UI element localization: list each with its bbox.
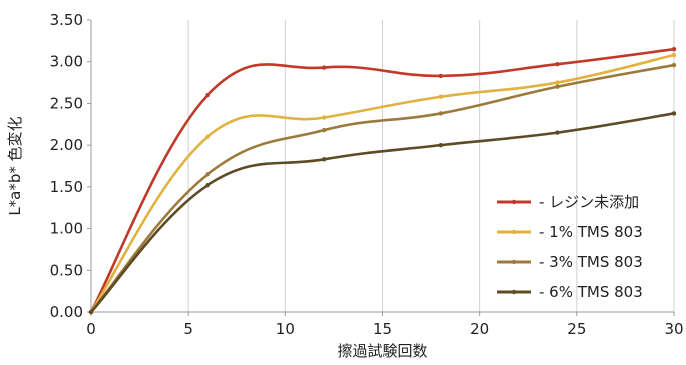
x-tick-label: 5 [183, 320, 193, 338]
data-point [322, 115, 327, 120]
data-point [438, 111, 443, 116]
x-tick-label: 0 [86, 320, 96, 338]
data-point [671, 62, 677, 68]
data-point [438, 73, 443, 79]
legend-marker [511, 229, 517, 235]
legend-item: - 3% TMS 803 [497, 253, 643, 271]
data-point [438, 94, 443, 99]
data-point [555, 62, 560, 67]
legend-label: - 6% TMS 803 [539, 283, 643, 301]
data-point [671, 52, 677, 58]
x-axis-title: 擦過試験回数 [337, 342, 427, 360]
data-point [205, 92, 210, 98]
data-point [205, 172, 210, 177]
data-point [555, 80, 560, 85]
grid-lines [187, 20, 675, 312]
y-tick-label: 0.50 [50, 261, 83, 279]
series-line [90, 112, 675, 313]
series-line [89, 53, 675, 313]
legend-label: - 1% TMS 803 [539, 223, 643, 241]
legend-label: - レジン未添加 [539, 193, 639, 211]
x-tick-label: 30 [664, 320, 683, 338]
y-tick-labels: 0.00 0.50 1.00 1.50 2.00 2.50 3.00 3.50 [50, 11, 91, 321]
data-point [671, 47, 677, 52]
series-line [90, 63, 675, 313]
y-tick-label: 1.00 [50, 220, 83, 238]
y-tick-label: 2.00 [50, 136, 83, 154]
x-tick-label: 10 [276, 320, 295, 338]
data-point [438, 142, 443, 148]
data-point [322, 157, 327, 162]
data-point [205, 182, 210, 188]
x-tick-labels: 0 5 10 15 20 25 30 [86, 312, 684, 338]
data-point [322, 127, 327, 133]
legend-marker [511, 289, 517, 295]
legend-marker [511, 199, 517, 205]
legend-label: - 3% TMS 803 [539, 253, 643, 271]
legend-item: - 6% TMS 803 [497, 283, 643, 301]
y-tick-label: 3.50 [50, 11, 83, 29]
y-tick-label: 2.50 [50, 94, 83, 112]
x-tick-label: 15 [373, 320, 392, 338]
y-tick-label: 0.00 [50, 303, 83, 321]
data-point [555, 84, 560, 89]
data-point [322, 65, 327, 70]
x-tick-label: 25 [567, 320, 586, 338]
series-layer [88, 47, 677, 315]
data-point [555, 130, 560, 135]
data-point [205, 134, 210, 139]
series-4 [88, 111, 677, 315]
data-point [88, 309, 94, 315]
x-tick-label: 20 [470, 320, 489, 338]
data-point [671, 111, 677, 116]
legend: - レジン未添加 - 1% TMS 803 - 3% TMS 803 - 6% TMS… [497, 193, 643, 301]
y-axis-title: L*a*b* 色変化 [6, 116, 24, 215]
legend-item: - 1% TMS 803 [497, 223, 643, 241]
y-tick-label: 3.00 [50, 53, 83, 71]
legend-item: - レジン未添加 [497, 193, 639, 211]
legend-marker [511, 259, 517, 265]
y-tick-label: 1.50 [50, 178, 83, 196]
